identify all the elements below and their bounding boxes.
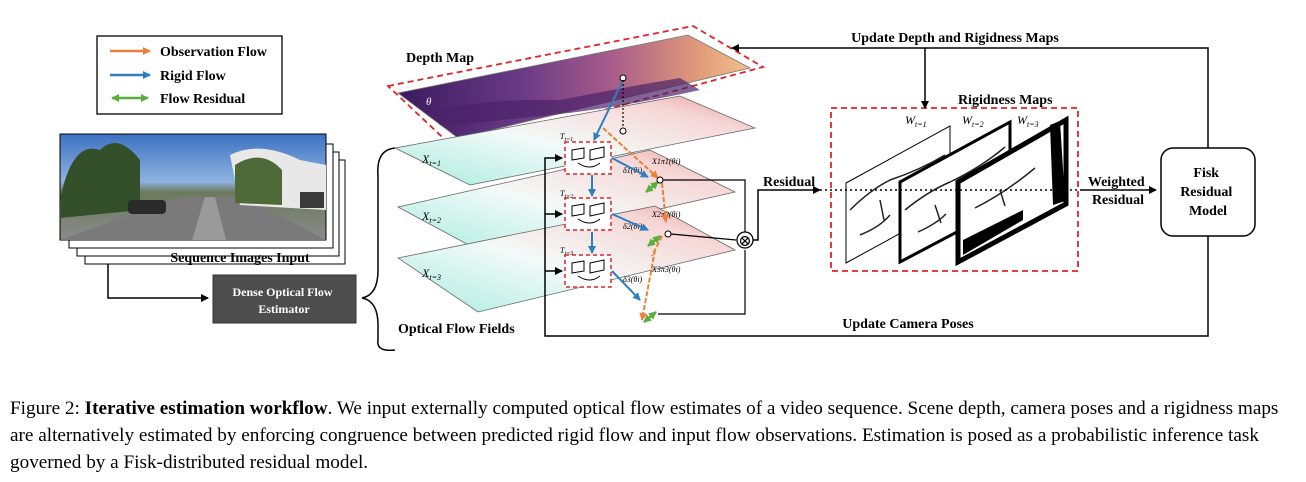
theta-label: θ	[426, 96, 432, 108]
legend-observation-flow: Observation Flow	[160, 45, 268, 60]
street-image	[59, 133, 327, 241]
fisk-model-label: Fisk Residual Model	[1180, 166, 1236, 219]
legend-flow-residual: Flow Residual	[160, 92, 245, 107]
caption-prefix: Figure 2:	[10, 398, 85, 419]
sequence-images-label: Sequence Images Input	[170, 251, 310, 266]
legend: Observation Flow Rigid Flow Flow Residua…	[96, 35, 283, 115]
optical-flow-fields-label: Optical Flow Fields	[398, 322, 515, 337]
x-label-t1: Xt=1	[421, 152, 441, 168]
caption-body: . We input externally computed optical f…	[10, 398, 1279, 473]
plane-point	[619, 127, 627, 135]
t-label-t3: Tt=3	[560, 246, 573, 257]
depth-map-label: Depth Map	[406, 51, 474, 66]
sequence-images-stack	[59, 133, 346, 265]
rigidness-maps-label: Rigidness Maps	[958, 93, 1053, 108]
estimator-label: Dense Optical Flow Estimator	[233, 285, 336, 316]
camera-icon	[571, 146, 605, 281]
t-label-t1: Tt=1	[560, 132, 573, 143]
dense-optical-flow-estimator-box	[212, 274, 357, 324]
workflow-diagram: Observation Flow Rigid Flow Flow Residua…	[59, 25, 1256, 352]
delta-label-1: δ1(θi)	[623, 166, 643, 175]
update-depth-label: Update Depth and Rigidness Maps	[851, 31, 1059, 46]
weighted-residual-label: Weighted Residual	[1088, 175, 1148, 208]
rigid-flow-arrows	[588, 81, 649, 301]
update-poses-feedback-line	[544, 154, 1209, 337]
update-depth-feedback-line	[731, 44, 1209, 148]
x-label-t3: Xt=3	[421, 266, 441, 282]
residual-label: Residual	[763, 175, 815, 190]
optical-flow-fields-brace	[361, 147, 396, 352]
w-label-t3: Wt=3	[1017, 113, 1039, 129]
delta-label-3: δ3(θi)	[623, 275, 643, 284]
xhat-label-1: X1π1(θi)	[651, 157, 681, 166]
delta-label-2: δ2(θi)	[623, 222, 643, 231]
otimes-to-rigidness-line	[753, 186, 821, 241]
camera-pose-boxes	[564, 141, 612, 288]
otimes-symbol: ⊗	[738, 233, 751, 250]
caption-title: Iterative estimation workflow	[84, 398, 328, 419]
x-label-t2: Xt=2	[421, 209, 441, 225]
residual-collection-lines	[658, 179, 746, 315]
rigidness-maps-dashed-box	[830, 107, 1079, 272]
xhat-label-3: X3π3(θi)	[651, 265, 681, 274]
w-label-t1: Wt=1	[905, 113, 927, 129]
t-label-t2: Tt=2	[560, 189, 573, 200]
flow-plane-1	[393, 95, 757, 186]
images-to-estimator-line	[107, 264, 209, 302]
depth-map-dashed-box	[386, 25, 766, 152]
rigidness-map-3	[955, 115, 1069, 267]
flow-residual-arrows	[643, 181, 661, 323]
update-poses-label: Update Camera Poses	[842, 317, 974, 332]
figure-caption: Figure 2: Iterative estimation workflow.…	[10, 395, 1300, 476]
w-label-t2: Wt=2	[962, 113, 984, 129]
legend-rigid-flow: Rigid Flow	[160, 69, 227, 84]
